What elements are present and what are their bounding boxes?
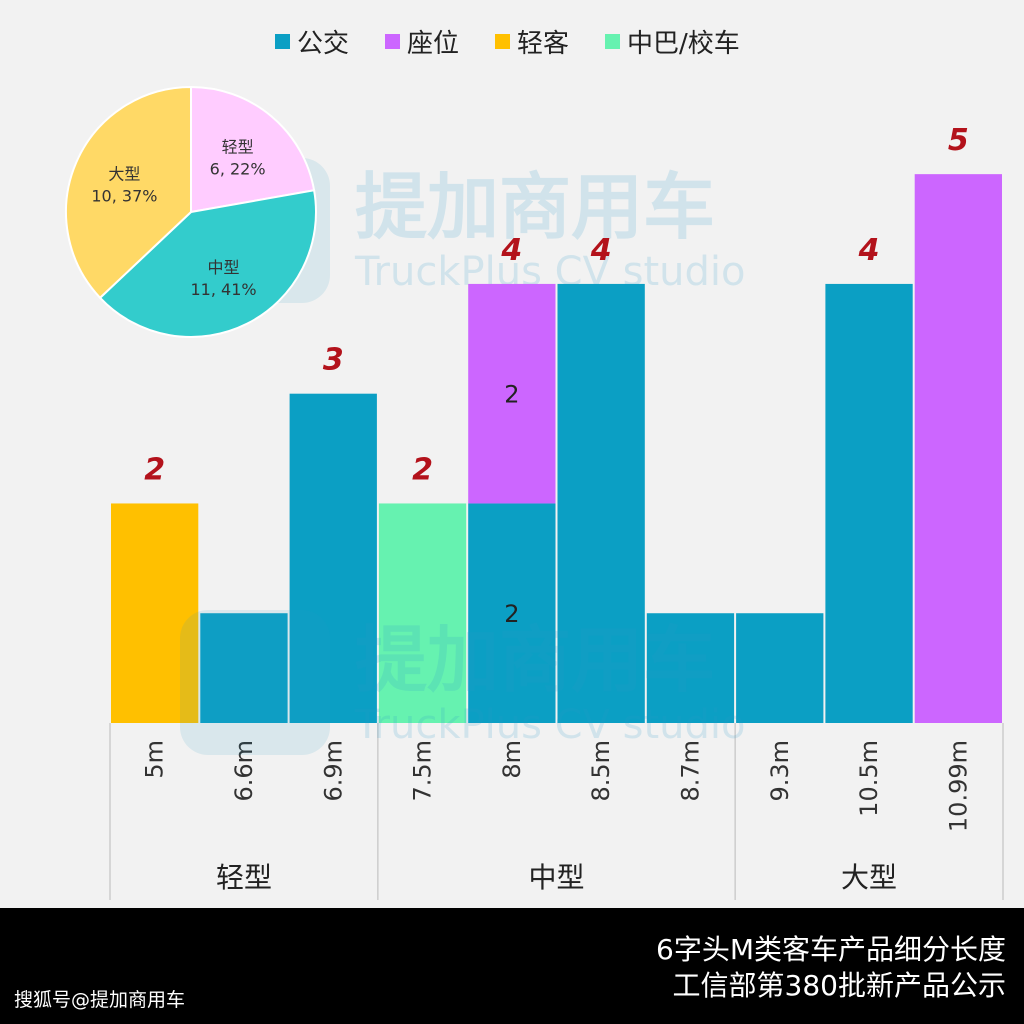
tick-label-8.7m: 8.7m [676,740,704,802]
pie-label-中型: 中型 [208,258,240,277]
watermark-en-text: TruckPlus CV studio [354,702,746,748]
bar-6.6m-公交 [200,613,288,723]
bar-6.9m-公交 [289,393,377,723]
legend-swatch-公交 [275,34,290,49]
footer-source: 搜狐号@提加商用车 [14,989,186,1011]
x-axis: 5m 6.6m 6.9m 轻型 7.5m 8m 8.5m 8.7m 中型 9.3m 10.5m 10.… [109,723,1004,900]
footer-title-line2: 工信部第380批新产品公示 [672,969,1006,1002]
legend-swatch-座位 [385,34,400,49]
total-label-6.9m: 3 [323,343,344,378]
tick-label-10.5m: 10.5m [855,740,883,817]
total-label-10.99m: 5 [948,123,969,158]
tick-label-5m: 5m [141,740,169,779]
tick-label-9.3m: 9.3m [766,740,794,802]
watermark-cn-text: 提加商用车 [355,618,715,702]
bar-10.5m-公交 [825,283,913,723]
watermark-cn-text: 提加商用车 [355,165,715,249]
watermark-logo-icon [180,610,330,755]
bar-8m-公交 [468,503,556,723]
tick-label-7.5m: 7.5m [409,740,437,802]
total-label-8m: 4 [500,233,522,268]
group-label-中型: 中型 [528,861,584,894]
legend-swatch-轻客 [495,34,510,49]
pie-label-轻型: 轻型 [222,137,254,156]
bar-7.5m-中巴/校车 [378,503,467,723]
pie-chart: 轻型 6, 22% 中型 11, 41% 大型 10, 37% [65,85,317,338]
legend-label-中巴/校车: 中巴/校车 [627,29,740,59]
legend: 公交 座位 轻客 中巴/校车 [275,29,740,59]
tick-label-8.5m: 8.5m [587,740,615,802]
pie-slice-大型 [65,85,192,300]
legend-label-公交: 公交 [297,29,349,59]
pie-value-中型: 11, 41% [190,280,256,299]
pie-value-大型: 10, 37% [91,186,157,205]
bar-9.3m-公交 [736,613,824,723]
legend-label-轻客: 轻客 [517,29,569,59]
pie-value-轻型: 6, 22% [210,159,266,178]
group-label-大型: 大型 [841,861,897,894]
tick-label-6.9m: 6.9m [319,740,347,802]
bar-8m-座位 [468,283,556,504]
tick-label-10.99m: 10.99m [944,740,972,832]
segment-label-8m-座位: 2 [504,381,519,409]
bars-layer: 2 3 2 4 4 4 5 2 2 [111,123,1002,724]
bar-5m-轻客 [111,503,199,723]
bar-8.5m-公交 [557,283,645,723]
pie-slice-轻型 [190,85,316,214]
watermark-bottom: 提加商用车 TruckPlus CV studio [180,610,746,755]
bar-chart: 提加商用车 TruckPlus CV studio 2 3 2 4 4 4 5 2 2 5m 6.… [65,29,1004,900]
footer: 6字头M类客车产品细分长度 工信部第380批新产品公示 搜狐号@提加商用车 [0,908,1024,1024]
footer-title: 6字头M类客车产品细分长度 工信部第380批新产品公示 [656,932,1006,1004]
pie-slice-中型 [98,189,317,338]
bar-8.7m-公交 [646,613,735,723]
total-label-7.5m: 2 [412,452,433,487]
group-label-轻型: 轻型 [216,861,272,894]
total-label-5m: 2 [144,452,165,487]
legend-swatch-中巴/校车 [605,34,620,49]
segment-label-8m-公交: 2 [504,600,519,628]
pie-label-大型: 大型 [108,164,140,183]
footer-title-line1: 6字头M类客车产品细分长度 [656,933,1006,966]
tick-label-8m: 8m [498,740,526,779]
total-label-8.5m: 4 [590,233,612,268]
legend-label-座位: 座位 [407,29,459,59]
bar-10.99m-座位 [914,174,1002,724]
tick-label-6.6m: 6.6m [230,740,258,802]
total-label-10.5m: 4 [858,233,880,268]
